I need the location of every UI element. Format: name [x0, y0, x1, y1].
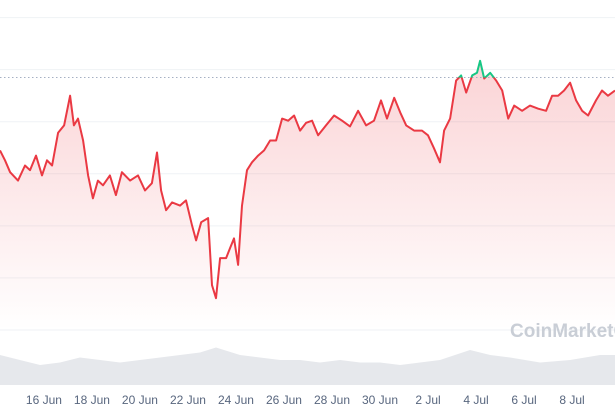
volume-area: [0, 347, 615, 385]
x-tick-label: 16 Jun: [26, 393, 62, 407]
x-tick-label: 8 Jul: [559, 393, 584, 407]
area: [0, 60, 615, 331]
x-tick-label: 28 Jun: [314, 393, 350, 407]
x-tick-label: 18 Jun: [74, 393, 110, 407]
x-tick-label: 26 Jun: [266, 393, 302, 407]
x-tick-label: 22 Jun: [170, 393, 206, 407]
x-tick-label: 4 Jul: [463, 393, 488, 407]
x-tick-label: 30 Jun: [362, 393, 398, 407]
price-line: [0, 59, 615, 300]
x-tick-label: 24 Jun: [218, 393, 254, 407]
x-tick-label: 20 Jun: [122, 393, 158, 407]
x-tick-label: 2 Jul: [415, 393, 440, 407]
x-tick-label: 6 Jul: [511, 393, 536, 407]
